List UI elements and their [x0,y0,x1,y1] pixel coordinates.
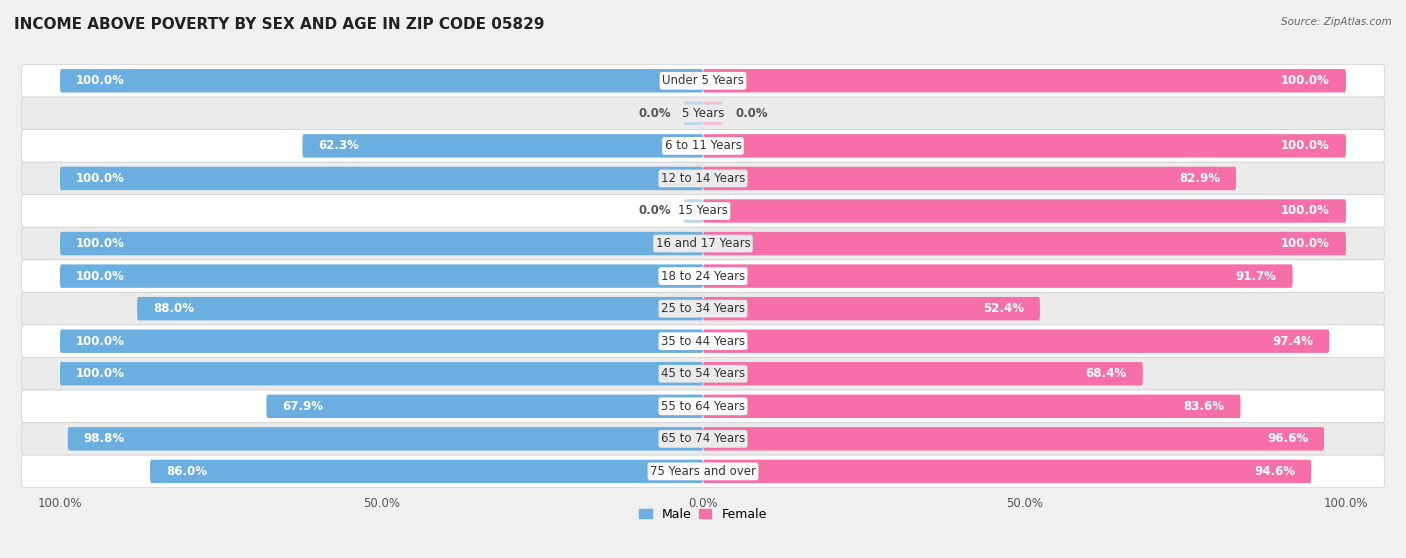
Text: 0.0%: 0.0% [638,107,671,120]
Text: 6 to 11 Years: 6 to 11 Years [665,140,741,152]
FancyBboxPatch shape [683,102,703,125]
FancyBboxPatch shape [60,232,703,255]
FancyBboxPatch shape [21,455,1385,488]
Text: 18 to 24 Years: 18 to 24 Years [661,270,745,282]
FancyBboxPatch shape [60,329,703,353]
FancyBboxPatch shape [703,297,1040,320]
FancyBboxPatch shape [703,460,1312,483]
FancyBboxPatch shape [138,297,703,320]
Text: 91.7%: 91.7% [1236,270,1277,282]
Text: 75 Years and over: 75 Years and over [650,465,756,478]
FancyBboxPatch shape [703,102,723,125]
FancyBboxPatch shape [703,329,1329,353]
FancyBboxPatch shape [21,390,1385,422]
FancyBboxPatch shape [703,427,1324,450]
Text: 88.0%: 88.0% [153,302,194,315]
Text: 68.4%: 68.4% [1085,367,1126,380]
FancyBboxPatch shape [703,232,1346,255]
FancyBboxPatch shape [21,227,1385,260]
Text: 100.0%: 100.0% [1281,237,1330,250]
Text: 67.9%: 67.9% [283,400,323,413]
FancyBboxPatch shape [703,199,1346,223]
Text: 100.0%: 100.0% [1281,140,1330,152]
FancyBboxPatch shape [21,292,1385,325]
FancyBboxPatch shape [150,460,703,483]
FancyBboxPatch shape [703,362,1143,386]
Text: Source: ZipAtlas.com: Source: ZipAtlas.com [1281,17,1392,27]
Text: 15 Years: 15 Years [678,204,728,218]
FancyBboxPatch shape [703,264,1292,288]
Text: 82.9%: 82.9% [1180,172,1220,185]
FancyBboxPatch shape [67,427,703,450]
Text: 45 to 54 Years: 45 to 54 Years [661,367,745,380]
Text: 100.0%: 100.0% [76,172,125,185]
FancyBboxPatch shape [21,97,1385,129]
Text: 55 to 64 Years: 55 to 64 Years [661,400,745,413]
Text: 100.0%: 100.0% [1281,74,1330,87]
FancyBboxPatch shape [21,260,1385,292]
FancyBboxPatch shape [60,362,703,386]
Text: 83.6%: 83.6% [1184,400,1225,413]
Text: 16 and 17 Years: 16 and 17 Years [655,237,751,250]
Legend: Male, Female: Male, Female [640,508,766,521]
Text: 35 to 44 Years: 35 to 44 Years [661,335,745,348]
FancyBboxPatch shape [60,264,703,288]
Text: 98.8%: 98.8% [84,432,125,445]
FancyBboxPatch shape [21,422,1385,455]
FancyBboxPatch shape [683,199,703,223]
Text: 86.0%: 86.0% [166,465,207,478]
FancyBboxPatch shape [703,167,1236,190]
Text: 100.0%: 100.0% [76,367,125,380]
FancyBboxPatch shape [60,69,703,93]
FancyBboxPatch shape [21,195,1385,227]
Text: 97.4%: 97.4% [1272,335,1313,348]
Text: 0.0%: 0.0% [735,107,768,120]
FancyBboxPatch shape [21,358,1385,390]
Text: 25 to 34 Years: 25 to 34 Years [661,302,745,315]
Text: 100.0%: 100.0% [76,270,125,282]
Text: 65 to 74 Years: 65 to 74 Years [661,432,745,445]
Text: 0.0%: 0.0% [638,204,671,218]
FancyBboxPatch shape [703,69,1346,93]
Text: INCOME ABOVE POVERTY BY SEX AND AGE IN ZIP CODE 05829: INCOME ABOVE POVERTY BY SEX AND AGE IN Z… [14,17,544,32]
FancyBboxPatch shape [266,395,703,418]
FancyBboxPatch shape [21,65,1385,97]
FancyBboxPatch shape [703,395,1240,418]
FancyBboxPatch shape [302,134,703,157]
Text: 52.4%: 52.4% [983,302,1024,315]
Text: 96.6%: 96.6% [1267,432,1308,445]
FancyBboxPatch shape [21,129,1385,162]
FancyBboxPatch shape [21,325,1385,358]
Text: 62.3%: 62.3% [319,140,360,152]
Text: Under 5 Years: Under 5 Years [662,74,744,87]
FancyBboxPatch shape [60,167,703,190]
Text: 100.0%: 100.0% [76,237,125,250]
Text: 100.0%: 100.0% [1281,204,1330,218]
FancyBboxPatch shape [21,162,1385,195]
Text: 94.6%: 94.6% [1254,465,1295,478]
Text: 12 to 14 Years: 12 to 14 Years [661,172,745,185]
Text: 100.0%: 100.0% [76,335,125,348]
Text: 100.0%: 100.0% [76,74,125,87]
FancyBboxPatch shape [703,134,1346,157]
Text: 5 Years: 5 Years [682,107,724,120]
